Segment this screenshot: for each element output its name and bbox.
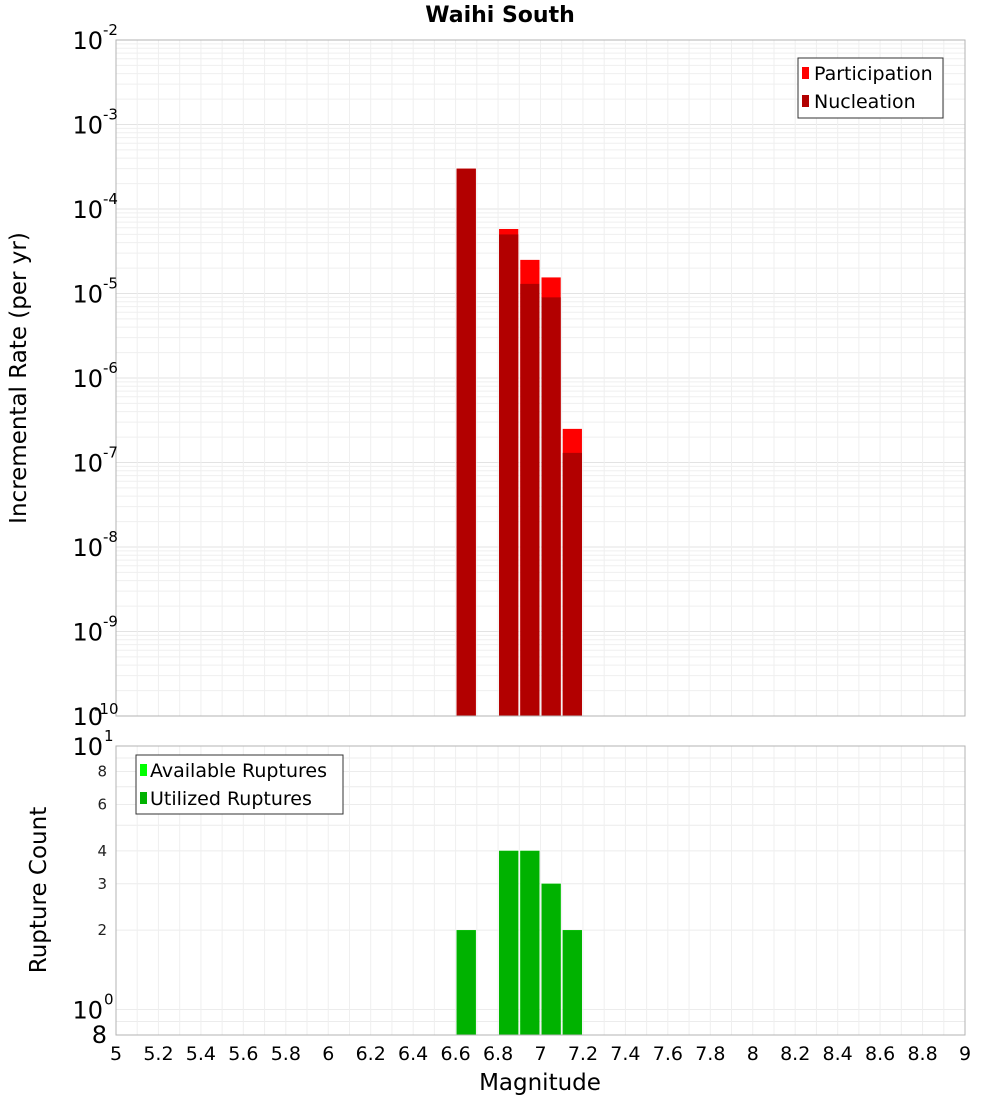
y-tick-exponent: 0 (104, 990, 114, 1008)
x-tick-label: 6.6 (440, 1043, 470, 1065)
y-tick-exponent: -10 (94, 700, 119, 718)
chart-title: Waihi South (425, 3, 575, 28)
x-tick-label: 8.4 (823, 1043, 853, 1065)
rate-grid (115, 40, 966, 717)
x-tick-label: 9 (959, 1043, 971, 1065)
nucleation-bar (456, 168, 476, 717)
y-tick-label: 4 (97, 842, 107, 860)
utilized-ruptures-bar (562, 930, 582, 1035)
x-tick-label: 7.6 (653, 1043, 683, 1065)
y-tick-label: 10 (72, 619, 103, 647)
x-tick-label: 8.8 (907, 1043, 937, 1065)
rate-plot-frame (115, 39, 966, 717)
utilized-ruptures-bar (499, 850, 519, 1035)
x-axis-label: Magnitude (479, 1070, 601, 1096)
y-tick-label: 8 (92, 1021, 107, 1049)
x-tick-label: 5 (110, 1043, 122, 1065)
y-tick-exponent: -9 (103, 613, 118, 631)
y-tick-label: 10 (72, 365, 103, 393)
legend-swatch (802, 95, 809, 107)
y-tick-label: 3 (97, 875, 107, 893)
legend-label: Utilized Ruptures (150, 788, 312, 810)
x-tick-label: 8 (747, 1043, 759, 1065)
rate-y-axis-label: Incremental Rate (per yr) (6, 232, 32, 524)
y-tick-exponent: -3 (103, 106, 118, 124)
x-tick-label: 5.4 (186, 1043, 216, 1065)
y-tick-label: 10 (72, 450, 103, 478)
y-tick-exponent: -6 (103, 359, 118, 377)
y-tick-exponent: -5 (103, 275, 118, 293)
y-tick-exponent: 1 (104, 727, 114, 745)
y-tick-label: 10 (72, 196, 103, 224)
x-tick-label: 6.8 (483, 1043, 513, 1065)
x-tick-label: 5.6 (228, 1043, 258, 1065)
y-tick-label: 10 (72, 733, 103, 761)
legend-swatch (802, 67, 809, 79)
nucleation-bar (520, 283, 540, 716)
rate-legend: Participation Nucleation (797, 57, 944, 119)
y-tick-label: 10 (72, 112, 103, 140)
utilized-ruptures-bar (520, 850, 540, 1035)
x-tick-label: 8.2 (780, 1043, 810, 1065)
legend-swatch (140, 792, 147, 804)
x-tick-label: 7 (534, 1043, 546, 1065)
y-tick-exponent: -4 (103, 190, 118, 208)
count-bars (456, 850, 582, 1035)
nucleation-bar (541, 297, 561, 716)
count-y-axis-label: Rupture Count (26, 807, 52, 973)
x-tick-label: 5.2 (143, 1043, 173, 1065)
nucleation-bar (499, 234, 519, 717)
count-plot-frame (115, 745, 966, 1036)
legend-label: Nucleation (814, 91, 916, 113)
x-axis-ticks: 5 5.2 5.4 5.6 5.8 6 6.2 6.4 6.6 6.8 7 7.2 7.4 7.6 7.8 8… (110, 1043, 971, 1065)
legend-label: Participation (814, 63, 933, 85)
legend-box (797, 57, 944, 119)
y-tick-label: 2 (97, 921, 107, 939)
y-tick-exponent: -2 (103, 21, 118, 39)
y-tick-label: 10 (72, 281, 103, 309)
legend-box (135, 754, 344, 815)
y-tick-label: 10 (72, 703, 103, 731)
x-tick-label: 6 (322, 1043, 334, 1065)
count-legend: Available Ruptures Utilized Ruptures (135, 754, 344, 815)
x-tick-label: 6.2 (356, 1043, 386, 1065)
utilized-ruptures-bar (456, 930, 476, 1035)
rate-bars (456, 168, 582, 717)
x-tick-label: 7.4 (610, 1043, 640, 1065)
utilized-ruptures-bar (541, 883, 561, 1035)
y-tick-label: 10 (72, 27, 103, 55)
y-tick-label: 8 (97, 763, 107, 781)
y-tick-label: 6 (97, 795, 107, 813)
nucleation-bar (562, 452, 582, 716)
x-tick-label: 8.6 (865, 1043, 895, 1065)
x-tick-label: 7.8 (695, 1043, 725, 1065)
x-tick-label: 5.8 (271, 1043, 301, 1065)
y-tick-label: 10 (72, 534, 103, 562)
legend-swatch (140, 764, 147, 776)
legend-label: Available Ruptures (150, 760, 327, 782)
y-tick-label: 10 (72, 996, 103, 1024)
x-tick-label: 7.2 (568, 1043, 598, 1065)
y-tick-exponent: -7 (103, 444, 118, 462)
y-tick-exponent: -8 (103, 528, 118, 546)
x-tick-label: 6.4 (398, 1043, 428, 1065)
